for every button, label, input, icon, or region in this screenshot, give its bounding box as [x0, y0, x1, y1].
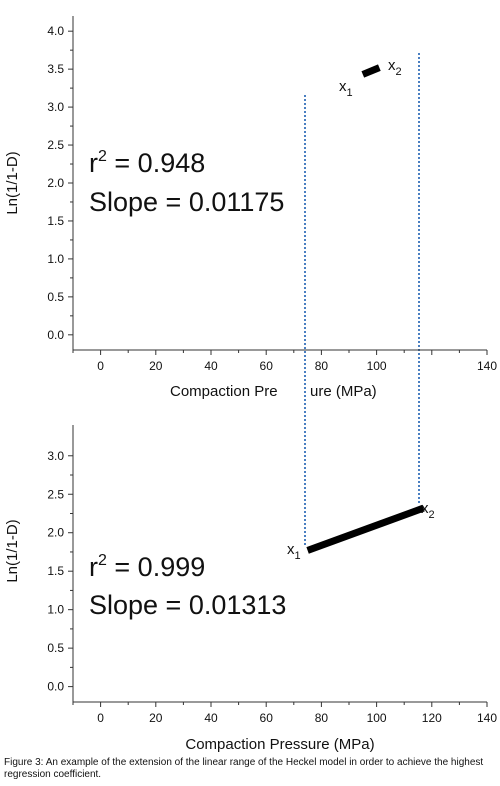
bottom-x-tick-label: 40: [204, 711, 218, 725]
bottom-y-tick-label: 2.5: [47, 487, 64, 501]
bottom-x-tick-label: 0: [97, 711, 104, 725]
bottom-x-ticks: 0 20 40 60 80 100 120 140: [72, 702, 497, 725]
top-x-ticks: 0 20 40 60 80 100 140: [72, 350, 497, 373]
bottom-x-axis-title: Compaction Pressure (MPa): [185, 736, 374, 753]
figure-caption: Figure 3: An example of the extension of…: [4, 757, 484, 780]
top-x-axis-title-left: Compaction Pre: [170, 383, 278, 400]
top-x-tick-label: 40: [204, 359, 218, 373]
top-x-tick-label: 20: [149, 359, 163, 373]
bottom-x-tick-label: 120: [422, 711, 442, 725]
top-x2-label: x2: [388, 57, 402, 78]
top-y-axis-title: Ln(1/1-D): [4, 151, 21, 214]
bottom-x-tick-label: 60: [260, 711, 274, 725]
top-slope-text: Slope = 0.01175: [89, 187, 284, 217]
bottom-y-tick-label: 2.0: [47, 526, 64, 540]
bottom-regression-line: [306, 504, 425, 554]
top-x-tick-label: 60: [260, 359, 274, 373]
top-x-tick-label: 100: [367, 359, 387, 373]
top-r2-text: r2 = 0.948: [89, 148, 205, 178]
bottom-x-tick-label: 140: [477, 711, 497, 725]
top-y-tick-label: 0.5: [47, 290, 64, 304]
top-regression-line: [361, 64, 381, 78]
top-y-tick-label: 3.5: [47, 62, 64, 76]
top-y-tick-label: 1.5: [47, 214, 64, 228]
top-y-tick-label: 1.0: [47, 252, 64, 266]
bottom-x-tick-label: 100: [367, 711, 387, 725]
top-y-tick-label: 2.0: [47, 176, 64, 190]
top-x1-label: x1: [339, 78, 353, 99]
bottom-y-tick-label: 1.0: [47, 603, 64, 617]
bottom-slope-text: Slope = 0.01313: [89, 590, 286, 620]
top-y-tick-label: 2.5: [47, 138, 64, 152]
top-y-tick-label: 4.0: [47, 24, 64, 38]
top-chart: 0.0 0.5 1.0 1.5 2.0 2.5 3.0 3.5 4.0 0 20 40 60 80 100…: [4, 16, 497, 400]
top-x-tick-label: 80: [315, 359, 329, 373]
top-x-axis-title-right: ure (MPa): [310, 383, 377, 400]
top-x-tick-label: 140: [477, 359, 497, 373]
bottom-x-tick-label: 80: [315, 711, 329, 725]
bottom-y-tick-label: 3.0: [47, 449, 64, 463]
top-y-tick-label: 0.0: [47, 328, 64, 342]
bottom-x1-label: x1: [287, 541, 301, 562]
top-y-ticks: 0.0 0.5 1.0 1.5 2.0 2.5 3.0 3.5 4.0: [47, 24, 73, 342]
bottom-y-axis-title: Ln(1/1-D): [4, 519, 21, 582]
bottom-y-tick-label: 1.5: [47, 564, 64, 578]
bottom-y-tick-label: 0.0: [47, 680, 64, 694]
top-x-tick-label: 0: [97, 359, 104, 373]
bottom-y-tick-label: 0.5: [47, 641, 64, 655]
bottom-chart: 0.0 0.5 1.0 1.5 2.0 2.5 3.0 0 20 40 60 80 100 120 140…: [4, 425, 497, 753]
bottom-x-tick-label: 20: [149, 711, 163, 725]
bottom-r2-text: r2 = 0.999: [89, 552, 205, 582]
bottom-x2-label: x2: [421, 500, 435, 521]
bottom-y-ticks: 0.0 0.5 1.0 1.5 2.0 2.5 3.0: [47, 449, 73, 694]
top-y-tick-label: 3.0: [47, 100, 64, 114]
